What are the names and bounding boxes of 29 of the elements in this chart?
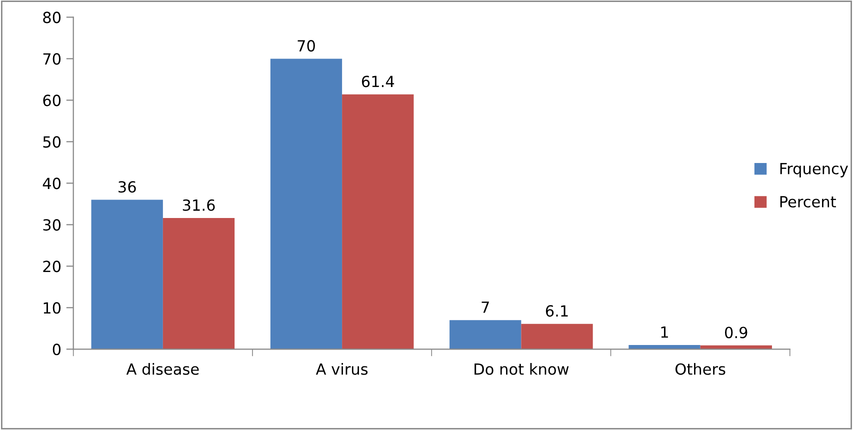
data-label: 36 — [118, 181, 136, 193]
data-label: 6.1 — [546, 305, 568, 317]
x-tick-label: A virus — [316, 363, 368, 375]
y-tick-label: 50 — [43, 136, 61, 148]
bar — [162, 218, 235, 350]
data-label: 1 — [661, 326, 668, 338]
bar — [91, 200, 163, 350]
x-tick-label: Do not know — [474, 363, 569, 375]
bar — [270, 58, 342, 350]
y-tick-label: 10 — [44, 302, 61, 314]
bar — [342, 94, 414, 350]
legend-label: Frquency — [780, 163, 848, 178]
data-label: 31.6 — [182, 199, 215, 211]
x-tick-label: A disease — [126, 363, 199, 375]
bar — [521, 324, 593, 350]
data-label: 61.4 — [362, 76, 394, 88]
y-tick-label: 60 — [43, 94, 61, 106]
legend-label: Percent — [780, 196, 836, 208]
y-tick-label: 30 — [43, 219, 61, 231]
x-tick-label: Others — [676, 363, 726, 375]
y-tick-label: 0 — [52, 344, 61, 356]
data-label: 0.9 — [725, 326, 748, 338]
y-tick-label: 20 — [43, 260, 61, 272]
y-tick-label: 40 — [42, 178, 61, 190]
data-label: 70 — [298, 40, 315, 52]
y-tick-label: 80 — [43, 12, 61, 24]
data-label: 7 — [482, 302, 489, 313]
bar — [450, 320, 522, 350]
y-tick-label: 70 — [43, 53, 61, 65]
